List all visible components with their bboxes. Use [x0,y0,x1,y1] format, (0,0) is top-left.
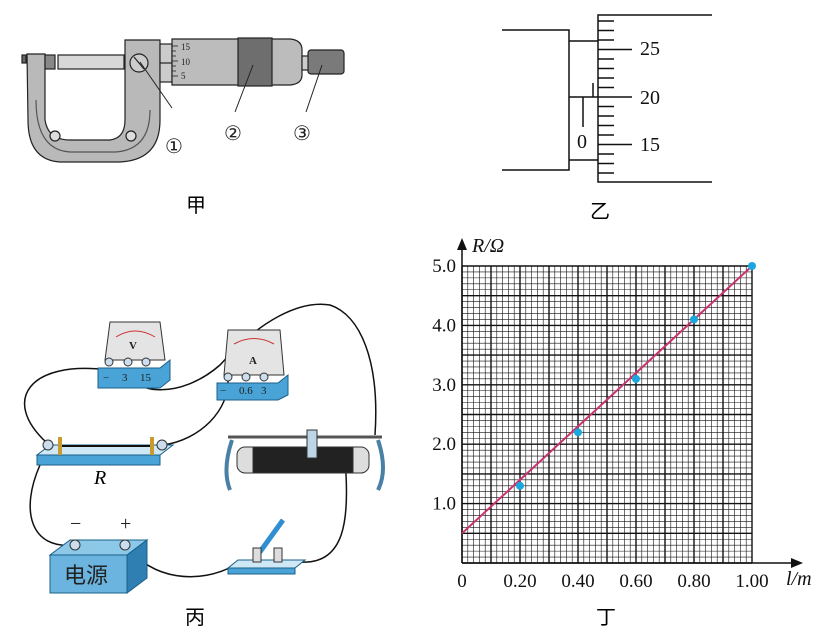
callout-3: ③ [293,123,311,145]
ammeter-terminal-3: 3 [261,385,267,397]
ammeter-terminal-minus: − [220,385,226,397]
caption-bing: 丙 [185,607,205,629]
thimble-label-15: 15 [640,134,660,156]
r-vs-l-chart: 0 0.20 0.40 0.60 0.80 1.00 1.0 2.0 3.0 4.0 5.0 R/Ω… [432,235,811,592]
sleeve-zero-label: 0 [577,131,587,153]
data-point [574,428,582,437]
voltmeter [97,321,171,389]
voltmeter-terminal-minus: − [103,372,109,384]
caption-yi: 乙 [590,201,610,223]
frame-inset [35,99,151,153]
y-axis-arrow-icon [457,238,467,250]
voltmeter-terminal-3: 3 [122,372,128,384]
caption-ding: 丁 [596,607,616,629]
ratchet-grip [237,37,273,87]
battery-plus-label: + [120,513,131,535]
sleeve-outline [502,29,570,171]
callout-lines [139,61,323,113]
x-tick-label: 0.80 [677,571,710,592]
chart-axes [457,238,803,568]
chart-grid [461,265,753,564]
anvil [44,54,56,70]
y-tick-label: 5.0 [432,256,456,277]
micrometer-reading [502,14,712,183]
thimble-outline [597,14,712,183]
scale-label: 10 [181,57,191,67]
data-point [632,374,640,383]
x-axis-label: l/m [786,568,812,590]
ratchet-knob [307,49,345,75]
x-axis-arrow-icon [791,558,803,568]
y-tick-label: 4.0 [432,315,456,336]
wires [24,303,377,578]
screw-left-icon [49,130,61,142]
resistor-label: R [93,467,106,489]
resistance-wire-board [35,437,175,466]
thimble [171,38,303,86]
lock-slot [133,56,145,70]
y-axis-label: R/Ω [471,235,504,257]
voltmeter-symbol: V [129,340,137,352]
thimble-ticks [598,20,632,174]
caption-jia: 甲 [186,195,206,217]
x-tick-label: 0.60 [619,571,652,592]
x-tick-label: 0.20 [503,571,536,592]
battery-minus-label: − [70,513,81,535]
micrometer [21,37,345,163]
y-tick-label: 1.0 [432,494,456,515]
thimble-label-25: 25 [640,38,660,60]
scale-label: 5 [181,71,186,81]
y-tick-label: 3.0 [432,375,456,396]
rheostat [224,429,385,491]
scale-label: 15 [181,42,191,52]
micrometer-scale-labels: 15 10 5 [181,42,191,81]
battery [48,539,149,594]
voltmeter-terminal-15: 15 [140,372,152,384]
ammeter-terminal-06: 0.6 [239,385,253,397]
anvil-tip [21,54,27,64]
y-tick-label: 2.0 [432,434,456,455]
switch [226,518,307,575]
callout-1: ① [165,136,183,158]
callout-2: ② [224,123,242,145]
battery-label: 电源 [64,563,108,588]
screw-right-icon [125,130,137,142]
data-point [748,262,756,270]
thimble-ticks [172,45,178,77]
x-tick-label: 0 [457,571,467,592]
thimble-label-20: 20 [640,87,660,109]
spindle [57,54,125,70]
data-point [516,481,524,490]
ammeter-symbol: A [249,355,257,367]
ammeter [216,329,289,401]
x-tick-label: 1.00 [735,571,768,592]
fit-line [461,265,753,535]
data-point [690,315,698,324]
x-tick-label: 0.40 [561,571,594,592]
